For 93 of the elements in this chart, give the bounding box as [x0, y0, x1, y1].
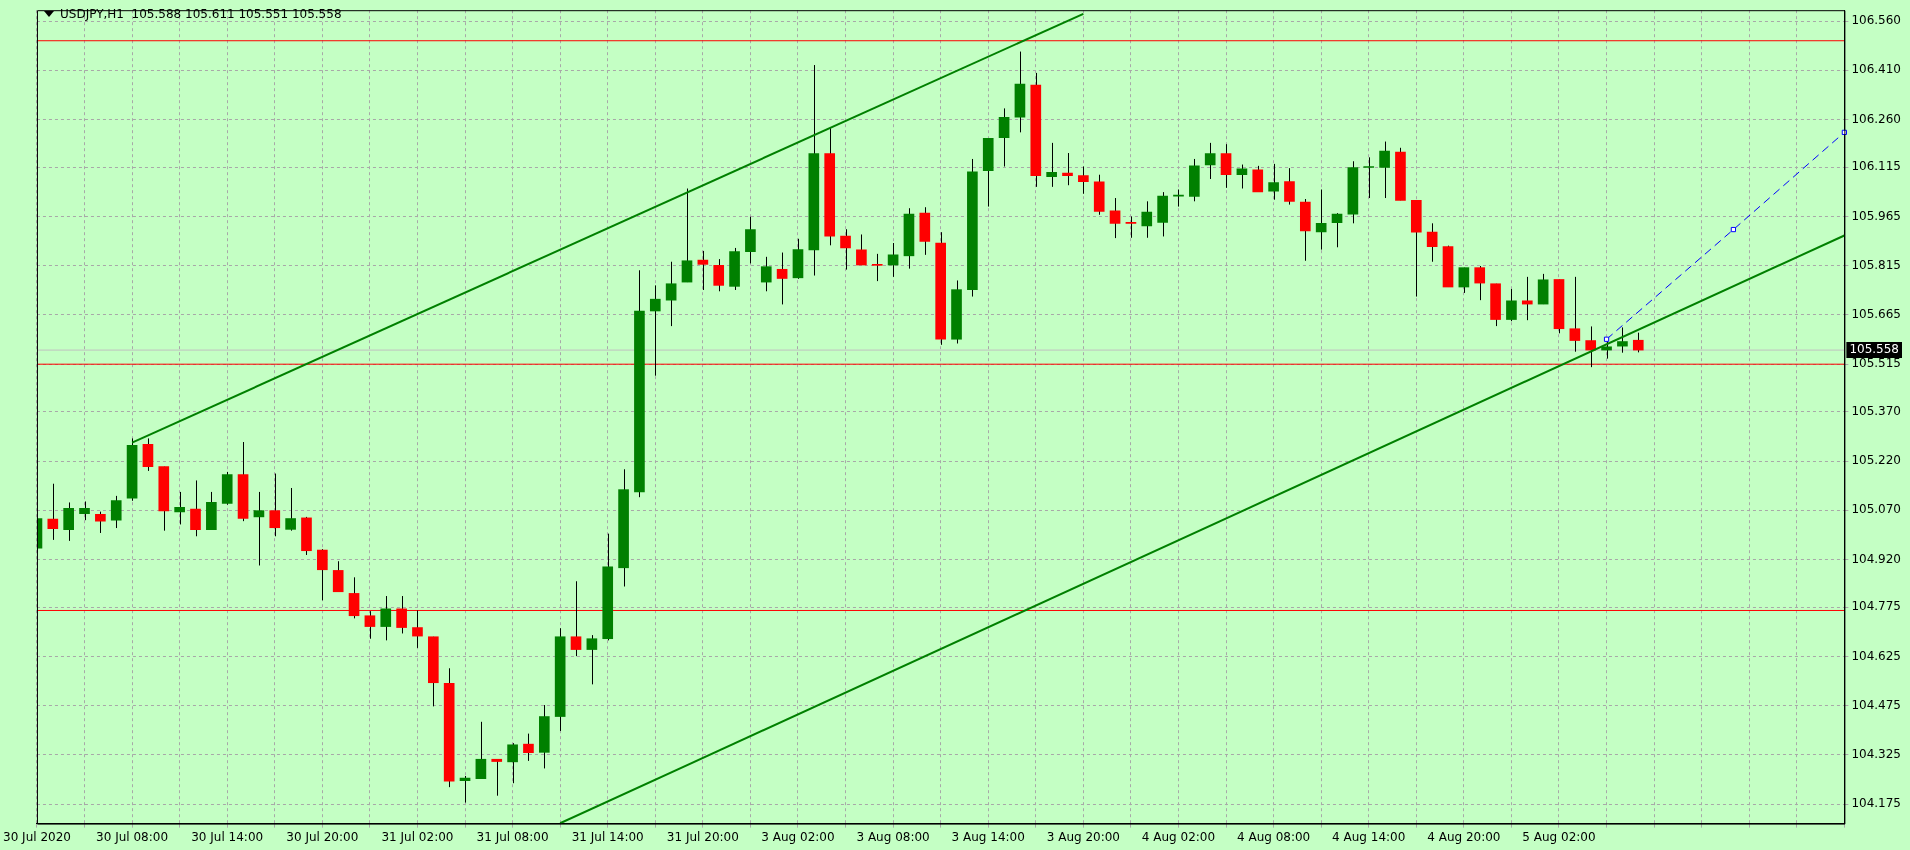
y-tick-label: 105.220	[1851, 453, 1901, 468]
candlestick	[1252, 165, 1264, 193]
y-tick-label: 106.115	[1851, 159, 1901, 174]
x-tick-label: 31 Jul 08:00	[476, 829, 549, 844]
candlestick	[47, 483, 59, 541]
candlestick	[63, 501, 74, 542]
candlestick	[1141, 200, 1153, 239]
candlestick	[586, 634, 598, 685]
candlestick	[174, 491, 185, 525]
y-tick-label: 105.965	[1851, 208, 1901, 223]
y-tick-label: 105.665	[1851, 307, 1901, 322]
candlestick	[110, 495, 122, 529]
y-tick-label: 104.175	[1851, 796, 1901, 811]
candlestick	[1331, 212, 1343, 248]
candlestick	[1268, 163, 1279, 201]
point	[1730, 226, 1737, 233]
candlestick	[760, 256, 772, 292]
candlestick	[285, 487, 296, 532]
candlestick	[1284, 167, 1295, 206]
x-tick-label: 31 Jul 20:00	[666, 829, 739, 844]
candlestick	[1632, 332, 1644, 353]
candlestick	[1617, 326, 1628, 354]
x-tick-label: 3 Aug 20:00	[1046, 829, 1120, 844]
candlestick	[253, 491, 265, 566]
y-tick-label: 105.370	[1851, 403, 1901, 418]
candlestick	[380, 595, 392, 641]
candlestick	[871, 253, 883, 282]
candlestick	[1458, 267, 1470, 294]
y-tick-label: 104.475	[1851, 697, 1901, 712]
x-tick-label: 4 Aug 20:00	[1427, 829, 1501, 844]
candlestick	[1046, 142, 1057, 188]
y-tick-label: 106.560	[1851, 13, 1901, 28]
candlestick	[713, 258, 725, 292]
candlestick	[1474, 265, 1486, 301]
candlestick	[998, 107, 1010, 168]
candlestick	[1125, 215, 1137, 239]
x-tick-label: 3 Aug 08:00	[856, 829, 930, 844]
x-tick-label: 3 Aug 02:00	[761, 829, 835, 844]
candlestick	[840, 228, 851, 271]
candlestick	[507, 742, 518, 784]
x-tick-label: 31 Jul 02:00	[381, 829, 454, 844]
candlestick	[1426, 222, 1438, 263]
x-tick-label: 30 Jul 08:00	[96, 829, 169, 844]
candlestick	[1109, 197, 1121, 239]
y-tick-label: 105.815	[1851, 257, 1901, 272]
candlestick	[1506, 288, 1517, 322]
candlestick	[523, 733, 534, 762]
candlestick	[745, 216, 756, 264]
y-tick-label: 105.515	[1851, 356, 1901, 371]
y-tick-label: 105.070	[1851, 502, 1901, 517]
point	[1603, 336, 1610, 342]
candlestick	[1363, 156, 1375, 199]
candlestick	[1315, 189, 1327, 251]
candlestick	[1236, 164, 1248, 190]
x-tick-label: 30 Jul 2020	[3, 829, 71, 844]
y-tick-label: 104.920	[1851, 551, 1901, 566]
x-tick-label: 30 Jul 14:00	[191, 829, 264, 844]
candlestick	[1204, 142, 1216, 180]
candlestick	[190, 479, 201, 537]
candlestick	[1220, 143, 1232, 189]
candlestick	[1062, 152, 1073, 186]
candlestick	[1379, 141, 1390, 199]
candlestick	[681, 188, 693, 283]
candlestick	[1078, 166, 1089, 195]
x-tick-label: 3 Aug 14:00	[951, 829, 1025, 844]
y-tick-label: 106.410	[1851, 62, 1901, 77]
x-tick-label: 4 Aug 02:00	[1141, 829, 1216, 844]
candlestick	[776, 252, 788, 305]
candlestick	[697, 250, 709, 291]
candlestick	[142, 437, 154, 472]
chart-title: USDJPY,H1 105.588 105.611 105.551 105.558	[60, 7, 342, 21]
y-tick-label: 104.775	[1851, 599, 1901, 614]
candlestick	[317, 548, 328, 601]
x-tick-label: 4 Aug 14:00	[1332, 829, 1406, 844]
candlestick	[1569, 276, 1581, 353]
x-tick-label: 4 Aug 08:00	[1236, 829, 1311, 844]
y-tick-label: 104.625	[1851, 648, 1901, 663]
candlestick	[491, 758, 503, 797]
candlestick	[332, 560, 344, 593]
candlestick	[79, 500, 90, 521]
candlestick	[1521, 276, 1533, 321]
ref-line-label: 105.558	[1849, 342, 1899, 357]
candlestick	[649, 284, 661, 377]
candlestick	[95, 511, 106, 534]
x-tick-label: 31 Jul 14:00	[571, 829, 644, 844]
y-tick-label: 104.325	[1851, 747, 1901, 762]
candlestick	[475, 721, 487, 780]
y-tick-label: 106.260	[1851, 111, 1901, 126]
candlestick	[856, 233, 867, 266]
candlestick	[269, 473, 281, 537]
x-tick-label: 30 Jul 20:00	[286, 829, 359, 844]
x-tick-label: 5 Aug 02:00	[1522, 829, 1596, 844]
candlestick	[665, 261, 677, 327]
